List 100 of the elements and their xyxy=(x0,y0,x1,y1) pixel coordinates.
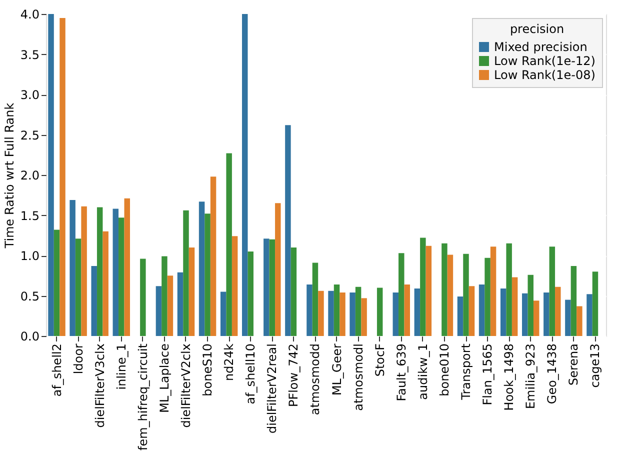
bar xyxy=(70,200,76,336)
bar xyxy=(124,198,130,336)
bar xyxy=(290,247,297,336)
x-tick-label: af_shell2 xyxy=(50,344,64,397)
bar xyxy=(188,247,195,336)
bar xyxy=(420,238,426,336)
bar xyxy=(512,277,518,336)
bar xyxy=(198,202,205,336)
bar xyxy=(478,284,485,336)
bar xyxy=(102,231,108,336)
x-tick-label: inline_1 xyxy=(114,344,128,390)
legend-label: Mixed precision xyxy=(494,40,588,54)
x-tick-label: boneS10 xyxy=(200,344,215,396)
y-tick-label: 2.0 xyxy=(20,168,40,182)
bar xyxy=(350,292,356,336)
bar xyxy=(167,276,174,336)
bar xyxy=(500,288,506,336)
legend-title: precision xyxy=(510,22,564,36)
x-tick-label: af_shell10 xyxy=(244,344,258,404)
bar xyxy=(242,14,248,336)
y-tick-label: 0.0 xyxy=(20,330,40,344)
bar xyxy=(522,293,528,336)
bar xyxy=(392,292,399,336)
x-tick-label: Fault_639 xyxy=(394,344,408,402)
bar xyxy=(264,238,270,336)
x-tick-label: Flan_1565 xyxy=(480,344,495,406)
bar xyxy=(232,236,238,336)
bar xyxy=(361,298,367,336)
bar xyxy=(54,230,60,336)
bar xyxy=(285,125,291,336)
x-tick-label: audikw_1 xyxy=(416,344,430,400)
bar xyxy=(318,290,324,336)
x-tick-label: bone010 xyxy=(437,344,452,396)
bar xyxy=(447,254,454,336)
bar xyxy=(570,266,577,336)
bar xyxy=(463,254,469,336)
x-tick-label: dielFilterV2real xyxy=(265,344,280,434)
bar xyxy=(156,286,162,336)
bar xyxy=(269,239,276,336)
y-tick-label: 3.5 xyxy=(20,48,40,62)
bar xyxy=(177,272,184,336)
bar xyxy=(576,306,582,336)
bar xyxy=(549,246,556,336)
bar xyxy=(468,286,475,336)
bar xyxy=(306,284,312,336)
x-tick-label: dielFilterV3clx xyxy=(92,344,107,428)
legend-label: Low Rank(1e-12) xyxy=(494,54,596,68)
x-tick-label: ML_Geer xyxy=(330,343,344,396)
bar xyxy=(442,243,448,336)
bar xyxy=(81,206,87,336)
x-tick-label: Emilia_923 xyxy=(524,344,538,410)
x-tick-label: Transport xyxy=(459,343,473,401)
y-tick-label: 1.5 xyxy=(20,208,40,223)
bar xyxy=(565,300,571,336)
bar xyxy=(220,292,226,336)
bar xyxy=(506,243,512,336)
x-tick-label: dielFilterV2clx xyxy=(179,344,193,428)
bar xyxy=(183,210,189,336)
bar xyxy=(328,290,334,336)
x-tick-label: Serena xyxy=(566,344,581,386)
bar xyxy=(414,288,420,336)
bar xyxy=(490,246,496,336)
bar xyxy=(312,262,318,336)
bar xyxy=(398,253,404,336)
bar xyxy=(533,300,540,336)
bar xyxy=(355,286,362,336)
bar xyxy=(210,176,216,336)
x-tick-label: fem_hifreq_circuit xyxy=(136,343,150,450)
bar xyxy=(275,203,281,336)
bar xyxy=(140,258,146,336)
y-tick-label: 0.5 xyxy=(20,289,40,304)
x-tick-label: StocF xyxy=(372,343,387,377)
y-tick-label: 4.0 xyxy=(20,8,40,22)
bar xyxy=(118,218,124,336)
x-tick-label: Geo_1438 xyxy=(545,344,560,404)
bar xyxy=(334,284,340,336)
bar xyxy=(204,214,210,336)
legend-label: Low Rank(1e-08) xyxy=(494,68,596,82)
bar xyxy=(91,266,97,336)
x-tick-label: nd24k xyxy=(222,343,236,381)
y-tick-label: 2.5 xyxy=(20,128,40,142)
y-axis-title: Time Ratio wrt Full Rank xyxy=(2,102,16,250)
bar xyxy=(555,286,561,336)
x-tick-label: cage13 xyxy=(588,344,602,388)
x-tick-label: atmosmodl xyxy=(351,344,366,411)
bar xyxy=(112,208,119,336)
y-tick-label: 3.0 xyxy=(20,88,40,102)
y-tick-label: 1.0 xyxy=(20,249,40,263)
bar xyxy=(404,284,410,336)
bar xyxy=(586,294,592,336)
x-tick-label: ldoor xyxy=(71,343,86,374)
bar xyxy=(60,18,66,336)
x-tick-label: Hook_1498 xyxy=(502,344,516,411)
x-tick-label: ML_Laplace xyxy=(157,344,172,413)
bar xyxy=(96,207,103,336)
bar xyxy=(75,238,82,336)
bar xyxy=(340,292,346,336)
bar xyxy=(484,258,490,336)
bar xyxy=(376,288,383,336)
x-tick-label: PFlow_742 xyxy=(286,344,301,408)
